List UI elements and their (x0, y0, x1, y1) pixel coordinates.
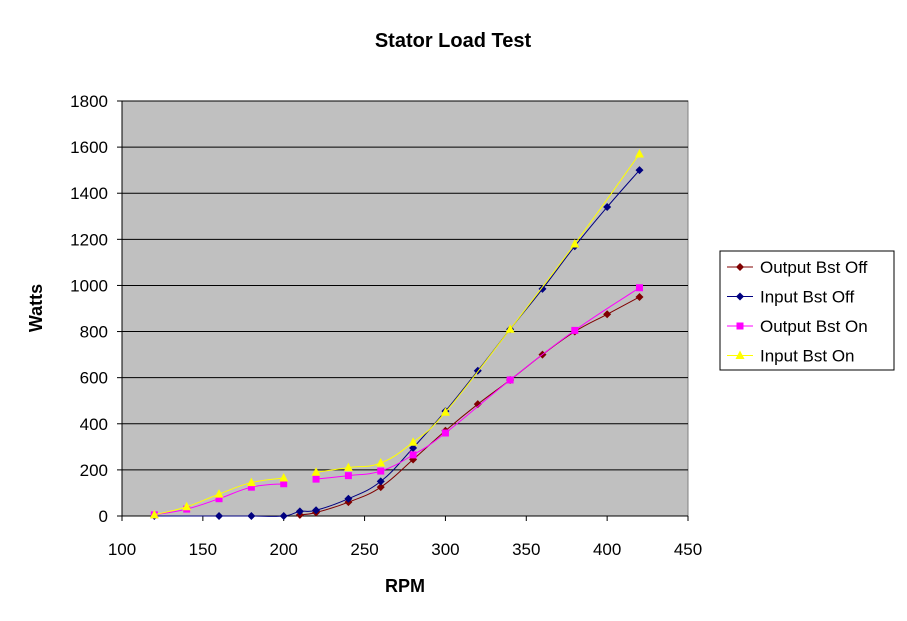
series-line (154, 169, 640, 517)
legend-marker (735, 350, 745, 359)
data-point (409, 451, 417, 459)
data-point (635, 284, 643, 292)
data-point (571, 326, 579, 334)
legend-item: Output Bst Off (727, 258, 868, 277)
y-tick-label: 1200 (70, 230, 108, 249)
legend-item: Input Bst Off (727, 288, 854, 307)
data-point (343, 462, 353, 472)
data-point (603, 310, 612, 319)
y-axis-ticks: 0 200 400 600 800 1000 1200 1400 1600 1800 (70, 92, 122, 526)
series-line (316, 287, 640, 480)
data-point (344, 494, 353, 503)
x-tick-label: 450 (674, 540, 702, 559)
data-point (295, 507, 304, 516)
data-point (441, 429, 449, 437)
plot-area (121, 100, 689, 517)
data-point (506, 376, 514, 384)
gridlines (122, 100, 688, 471)
data-point (312, 475, 320, 483)
data-point (505, 324, 515, 333)
data-point (149, 509, 159, 519)
legend-marker (736, 292, 744, 301)
y-tick-label: 1400 (70, 184, 108, 203)
legend-label: Input Bst Off (760, 288, 854, 307)
data-point (215, 512, 224, 520)
data-point (635, 292, 644, 301)
legend: Output Bst Off Input Bst Off Output Bst On… (719, 250, 895, 371)
data-point (214, 489, 224, 498)
legend-marker (736, 322, 744, 330)
data-point (311, 467, 321, 476)
data-point (312, 506, 321, 515)
data-point (376, 457, 386, 467)
data-point (280, 480, 288, 488)
data-point (634, 149, 644, 158)
legend-label: Output Bst Off (760, 258, 868, 277)
y-tick-label: 800 (80, 323, 108, 342)
data-point (376, 483, 385, 492)
y-tick-label: 1000 (70, 276, 108, 295)
y-tick-label: 1600 (70, 138, 108, 157)
data-point (409, 443, 418, 452)
legend-label: Output Bst On (760, 317, 868, 336)
data-point (215, 495, 223, 503)
data-point (538, 284, 547, 293)
series-layer (149, 149, 644, 520)
legend-marker (736, 263, 744, 271)
legend-item: Input Bst On (727, 347, 855, 366)
data-point (344, 472, 352, 480)
data-point (279, 472, 289, 482)
y-tick-label: 400 (80, 415, 108, 434)
x-tick-label: 300 (431, 540, 459, 559)
data-point (635, 166, 644, 175)
x-tick-label: 150 (189, 540, 217, 559)
series-input-bst-on (149, 149, 644, 519)
x-tick-label: 350 (512, 540, 540, 559)
data-point (247, 483, 255, 491)
data-point (376, 477, 385, 486)
y-axis-title: Watts (26, 284, 46, 332)
x-tick-label: 200 (270, 540, 298, 559)
x-axis-ticks: 100 150 200 250 300 350 400 450 (108, 516, 702, 559)
y-tick-label: 0 (99, 507, 108, 526)
data-point (408, 437, 418, 446)
legend-label: Input Bst On (760, 347, 855, 366)
data-point (247, 512, 256, 520)
x-tick-label: 400 (593, 540, 621, 559)
data-point (440, 407, 450, 416)
x-axis-title: RPM (385, 576, 425, 596)
data-point (473, 400, 482, 409)
x-tick-label: 250 (350, 540, 378, 559)
data-point (246, 477, 256, 487)
legend-box (719, 250, 895, 371)
x-tick-label: 100 (108, 540, 136, 559)
data-point (279, 512, 288, 520)
y-tick-label: 1800 (70, 92, 108, 111)
legend-item: Output Bst On (727, 317, 868, 336)
chart-title: Stator Load Test (375, 30, 532, 52)
data-point (603, 203, 612, 212)
data-point (377, 467, 385, 475)
data-point (570, 238, 580, 248)
y-tick-label: 600 (80, 369, 108, 388)
data-point (182, 501, 192, 511)
y-tick-label: 200 (80, 461, 108, 480)
